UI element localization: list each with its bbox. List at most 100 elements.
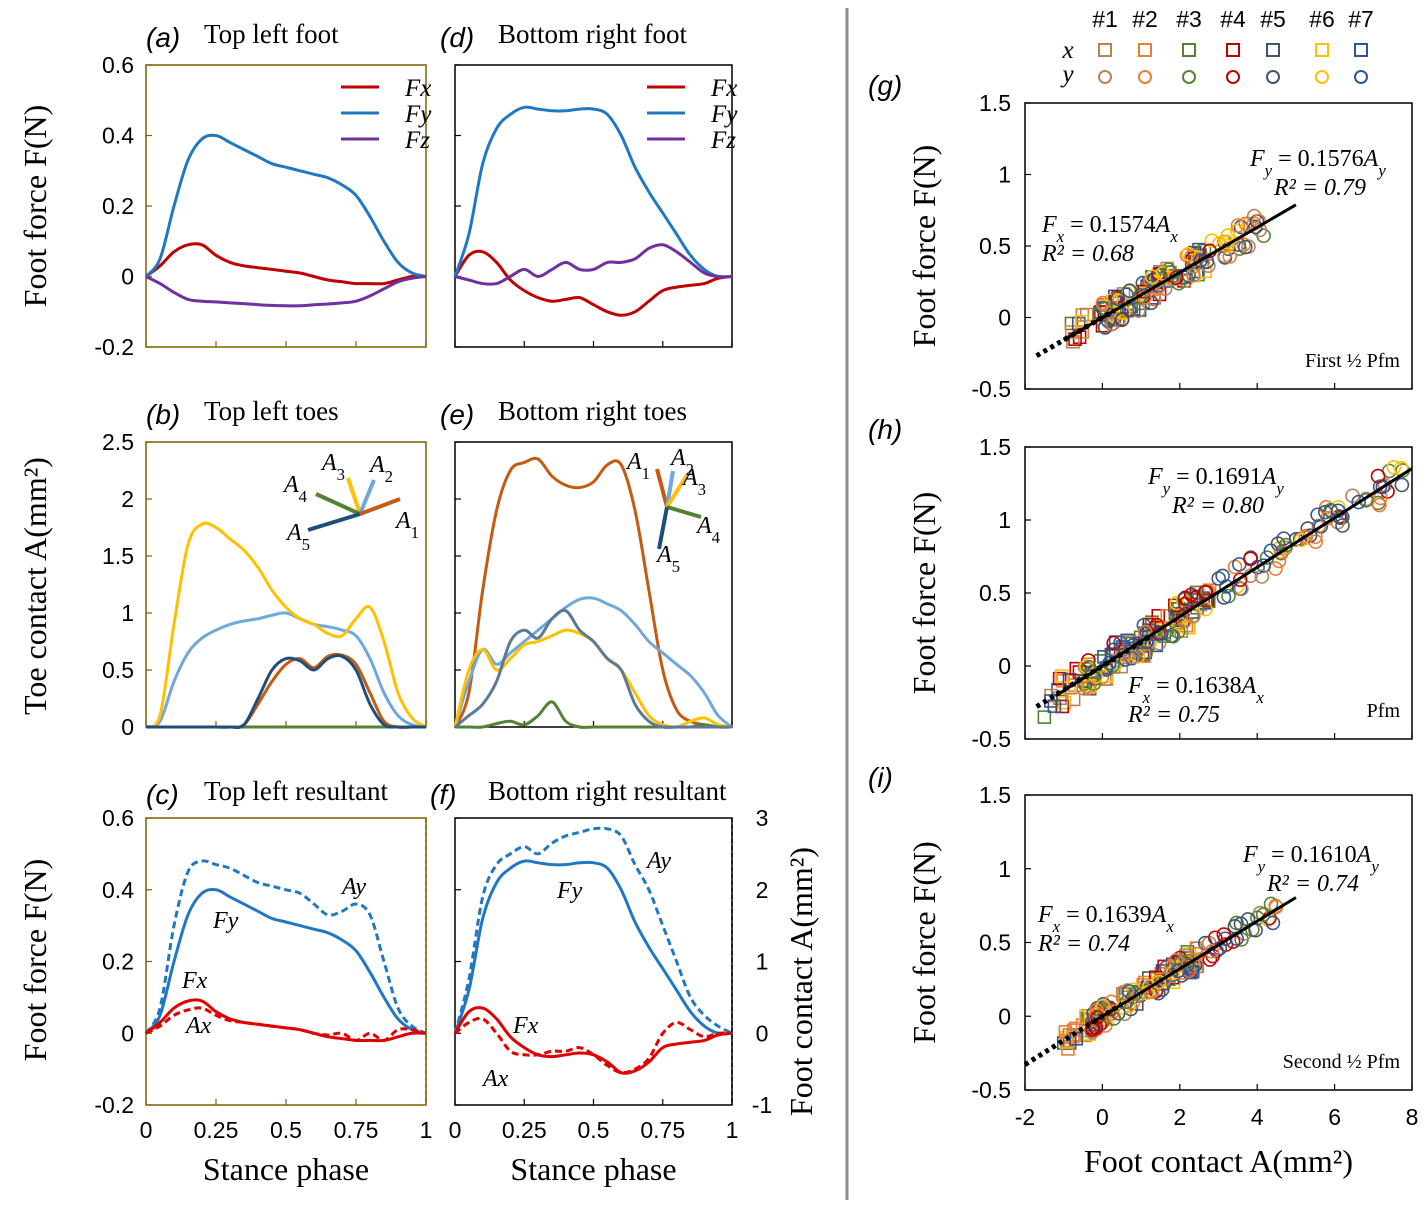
data-point-x (1061, 1042, 1075, 1056)
y-axis-label: Foot force F(N) (906, 841, 942, 1044)
data-point-y (1217, 248, 1232, 264)
data-point-y (1254, 569, 1270, 584)
x-tick-label: 0.75 (334, 1117, 379, 1143)
legend-label-Fy: Fy (404, 101, 432, 128)
y-tick-label: 0.5 (979, 233, 1011, 259)
x-tick-label: 8 (1406, 1104, 1419, 1130)
y-axis-label: Foot force F(N) (906, 492, 942, 695)
fit-line-x (1023, 1002, 1124, 1067)
toe-label: A3 (681, 465, 706, 499)
y-tick-label: 0.2 (102, 949, 134, 975)
y2-tick-label: 3 (756, 805, 769, 831)
annotation-Ay: Ay (645, 848, 671, 874)
series-Fx (453, 1006, 733, 1075)
y-tick-label: 0 (998, 305, 1011, 331)
y-tick-label: -0.2 (94, 1092, 134, 1118)
panel-title: Bottom right foot (498, 19, 687, 49)
data-point-y (1084, 664, 1100, 680)
data-point-y (1234, 581, 1249, 597)
annotation-Fy: Fy (212, 908, 239, 934)
x-tick-label: -2 (1015, 1104, 1035, 1130)
x-tick-label: 1 (726, 1117, 739, 1143)
legend-square-marker (1098, 43, 1112, 57)
y2-tick-label: 0 (756, 1020, 769, 1046)
y-tick-label: 2 (121, 486, 134, 512)
x-tick-label: 0 (449, 1117, 462, 1143)
data-point-y (1105, 316, 1121, 332)
y-axis-label: Foot force F(N) (906, 145, 942, 348)
series-Ax (454, 1016, 733, 1075)
panel-title: Bottom right resultant (488, 776, 727, 806)
data-point-y (1373, 490, 1388, 506)
x-tick-label: 0.75 (640, 1117, 685, 1143)
equation-x: Fx = 0.1639Ax (1037, 902, 1174, 936)
legend-label-Fx: Fx (710, 75, 737, 102)
r2-x: R² = 0.74 (1037, 931, 1130, 957)
panel-title-d: (d) Bottom right foot (440, 19, 687, 53)
data-point-y (1232, 572, 1248, 588)
data-point-x (1052, 671, 1067, 686)
y-tick-label: 2.5 (102, 429, 134, 455)
trial-legend: #1 #2 #3 #4 #5 #6 #7 xy (1059, 6, 1373, 88)
plot-frame (454, 817, 733, 1106)
y-axis-label-a: Foot force F(N) (17, 105, 53, 308)
toe-label: A4 (695, 513, 721, 547)
series-A3 (145, 521, 427, 729)
data-point-y (1186, 608, 1201, 624)
panel-label: (a) (146, 22, 180, 53)
data-point-y (1243, 551, 1258, 567)
annotation-Fx: Fx (181, 968, 208, 994)
series-A5 (454, 608, 732, 729)
data-point-y (1215, 568, 1230, 584)
series-Fy (144, 133, 427, 278)
y-tick-label: 0 (121, 1020, 134, 1046)
trial-label: #2 (1132, 6, 1158, 32)
x-tick-label: 0.25 (194, 1117, 239, 1143)
series-Ax (145, 1006, 427, 1042)
panel-label: (b) (146, 399, 180, 430)
toe-arm (655, 468, 669, 508)
data-point-x (1037, 710, 1052, 724)
series-A5 (145, 654, 426, 729)
panel-i: 1.5 1 0.5 0 -0.5 Foot force F(N) (i) Fy = 0.161… (868, 762, 1418, 1179)
data-point-y (1184, 249, 1199, 264)
row-label-x: x (1061, 37, 1073, 64)
legend-label-Fx: Fx (404, 75, 431, 102)
data-point-y (1335, 518, 1350, 533)
data-point-y (1106, 635, 1121, 651)
equation-y: Fy = 0.1691Ay (1147, 464, 1284, 498)
y-tick-label: 0.5 (979, 930, 1011, 956)
y-tick-label: 0.4 (102, 123, 134, 149)
r2-x: R² = 0.75 (1127, 702, 1220, 728)
x-tick-label: 2 (1173, 1104, 1186, 1130)
y-tick-label: 0.5 (102, 657, 134, 683)
x-tick-label: 4 (1251, 1104, 1264, 1130)
data-point-y (1125, 638, 1141, 653)
panel-title: Top left toes (204, 396, 339, 426)
data-point-y (1097, 320, 1113, 335)
legend-circle-marker (1138, 70, 1152, 84)
toe-label: A5 (285, 520, 310, 554)
toe-arm (665, 473, 689, 509)
corner-note: First ½ Pfm (1305, 350, 1400, 372)
data-point-y (1081, 680, 1097, 695)
data-point-y (1236, 237, 1251, 252)
data-point-y (1211, 571, 1227, 586)
data-point-y (1293, 532, 1309, 548)
fit-line-y (1090, 896, 1297, 1025)
legend-circle-marker (1182, 70, 1196, 84)
legend-square-marker (1138, 43, 1152, 57)
data-point-y (1090, 1010, 1105, 1025)
panel-label: (f) (430, 779, 456, 810)
y-tick-label: 0.6 (102, 52, 134, 78)
data-point-y (1178, 596, 1193, 612)
fit-line-x (1035, 632, 1155, 709)
data-point-y (1216, 590, 1232, 605)
data-point-x (1066, 692, 1081, 707)
data-point-y (1386, 460, 1402, 475)
annotation-Ay: Ay (340, 874, 366, 900)
toe-label: A4 (282, 472, 308, 506)
data-point-y (1268, 561, 1283, 576)
data-point-y (1202, 952, 1218, 967)
